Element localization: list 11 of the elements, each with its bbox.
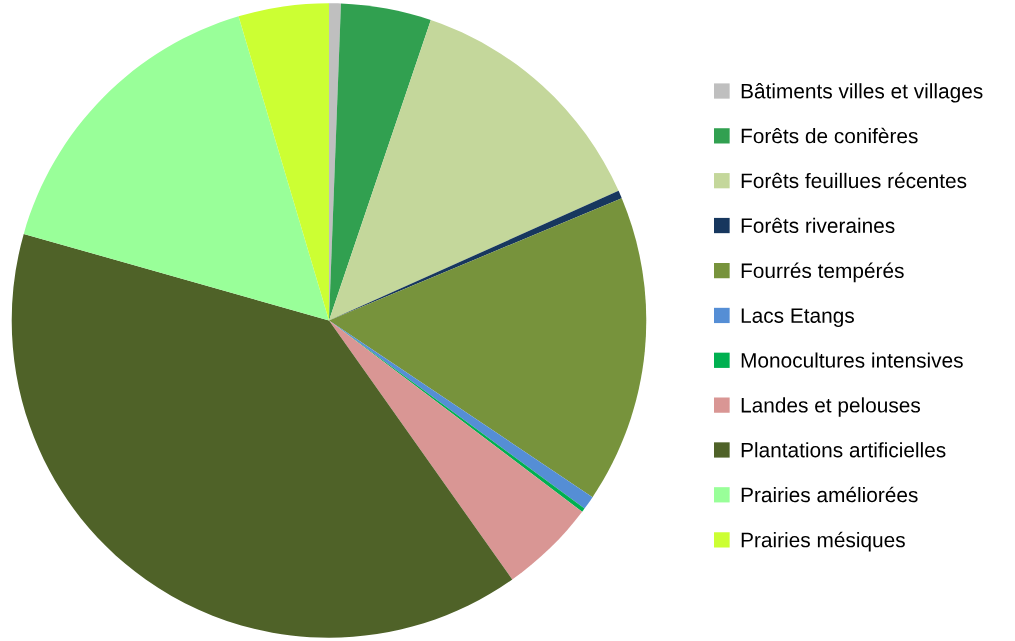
legend-label: Lacs Etangs [741, 308, 854, 328]
legend-label: Plantations artificielles [741, 442, 946, 458]
legend-label: Landes et pelouses [741, 397, 921, 417]
legend-label: Fourrés tempérés [741, 262, 904, 283]
legend-label: Prairies améliorées [741, 486, 918, 503]
legend-label: Monocultures intensives [741, 352, 963, 368]
legend-label: Bâtiments villes et villages [741, 83, 983, 103]
legend-label: Forêts riveraines [741, 217, 895, 233]
legend-label: Prairies mésiques [741, 531, 905, 552]
legend-label: Forêts feuillues récentes [741, 172, 967, 189]
legend-label: Forêts de conifères [741, 127, 918, 144]
